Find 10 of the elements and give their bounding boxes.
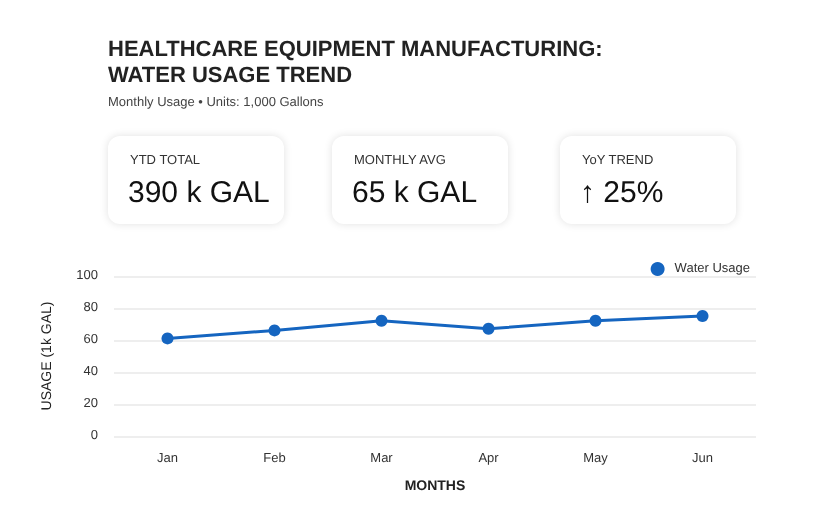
point	[482, 322, 495, 335]
text: 65 k GAL	[352, 176, 478, 210]
point	[696, 310, 709, 322]
text: ↑ 25%	[580, 176, 664, 210]
chart-title: HEALTHCARE EQUIPMENT MANUFACTURING: WATER USAGE TREND	[108, 38, 603, 90]
point	[375, 314, 388, 327]
point	[268, 324, 281, 337]
point	[589, 314, 602, 327]
text: 390 k GAL	[128, 176, 270, 210]
point	[161, 332, 174, 345]
